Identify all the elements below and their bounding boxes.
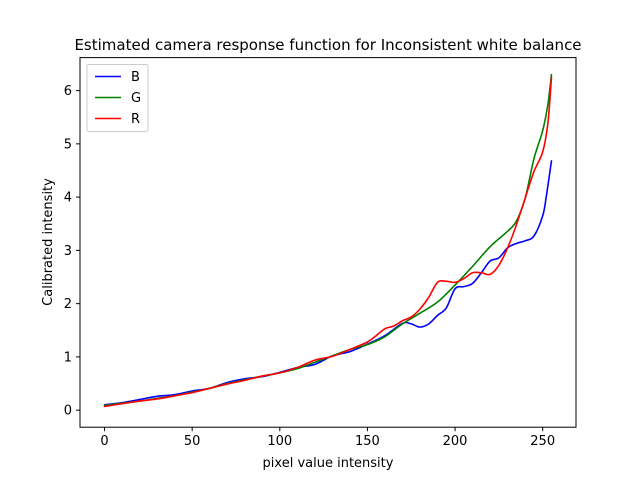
y-tick-label: 3 [64, 244, 72, 259]
x-tick-label: 200 [443, 434, 468, 449]
chart-title: Estimated camera response function for I… [74, 36, 581, 54]
legend: BGR [86, 64, 149, 132]
y-tick-label: 5 [64, 137, 72, 152]
legend-label-r: R [131, 112, 140, 127]
x-tick-label: 150 [355, 434, 380, 449]
series-layer [103, 73, 553, 408]
x-tick-label: 50 [184, 434, 201, 449]
legend-label-g: G [131, 91, 141, 106]
x-axis-ticks: 0 50 100 150 200 250 [100, 427, 555, 449]
x-tick-label: 0 [100, 434, 108, 449]
y-axis-label: Calibrated intensity [41, 178, 56, 306]
y-tick-label: 2 [64, 297, 72, 312]
x-axis-label: pixel value intensity [263, 456, 394, 471]
series-line-r [103, 76, 553, 408]
y-axis-ticks: 0 1 2 3 4 5 6 [64, 84, 80, 419]
y-tick-label: 6 [64, 84, 72, 99]
x-tick-label: 250 [530, 434, 555, 449]
y-tick-label: 4 [64, 191, 72, 206]
y-tick-label: 0 [64, 404, 72, 419]
y-tick-label: 1 [64, 350, 72, 365]
axes-frame [79, 57, 577, 428]
x-tick-label: 100 [267, 434, 292, 449]
legend-label-b: B [131, 70, 140, 85]
plot-area: 0 50 100 150 200 250 0 1 2 3 4 5 6 [64, 57, 577, 449]
